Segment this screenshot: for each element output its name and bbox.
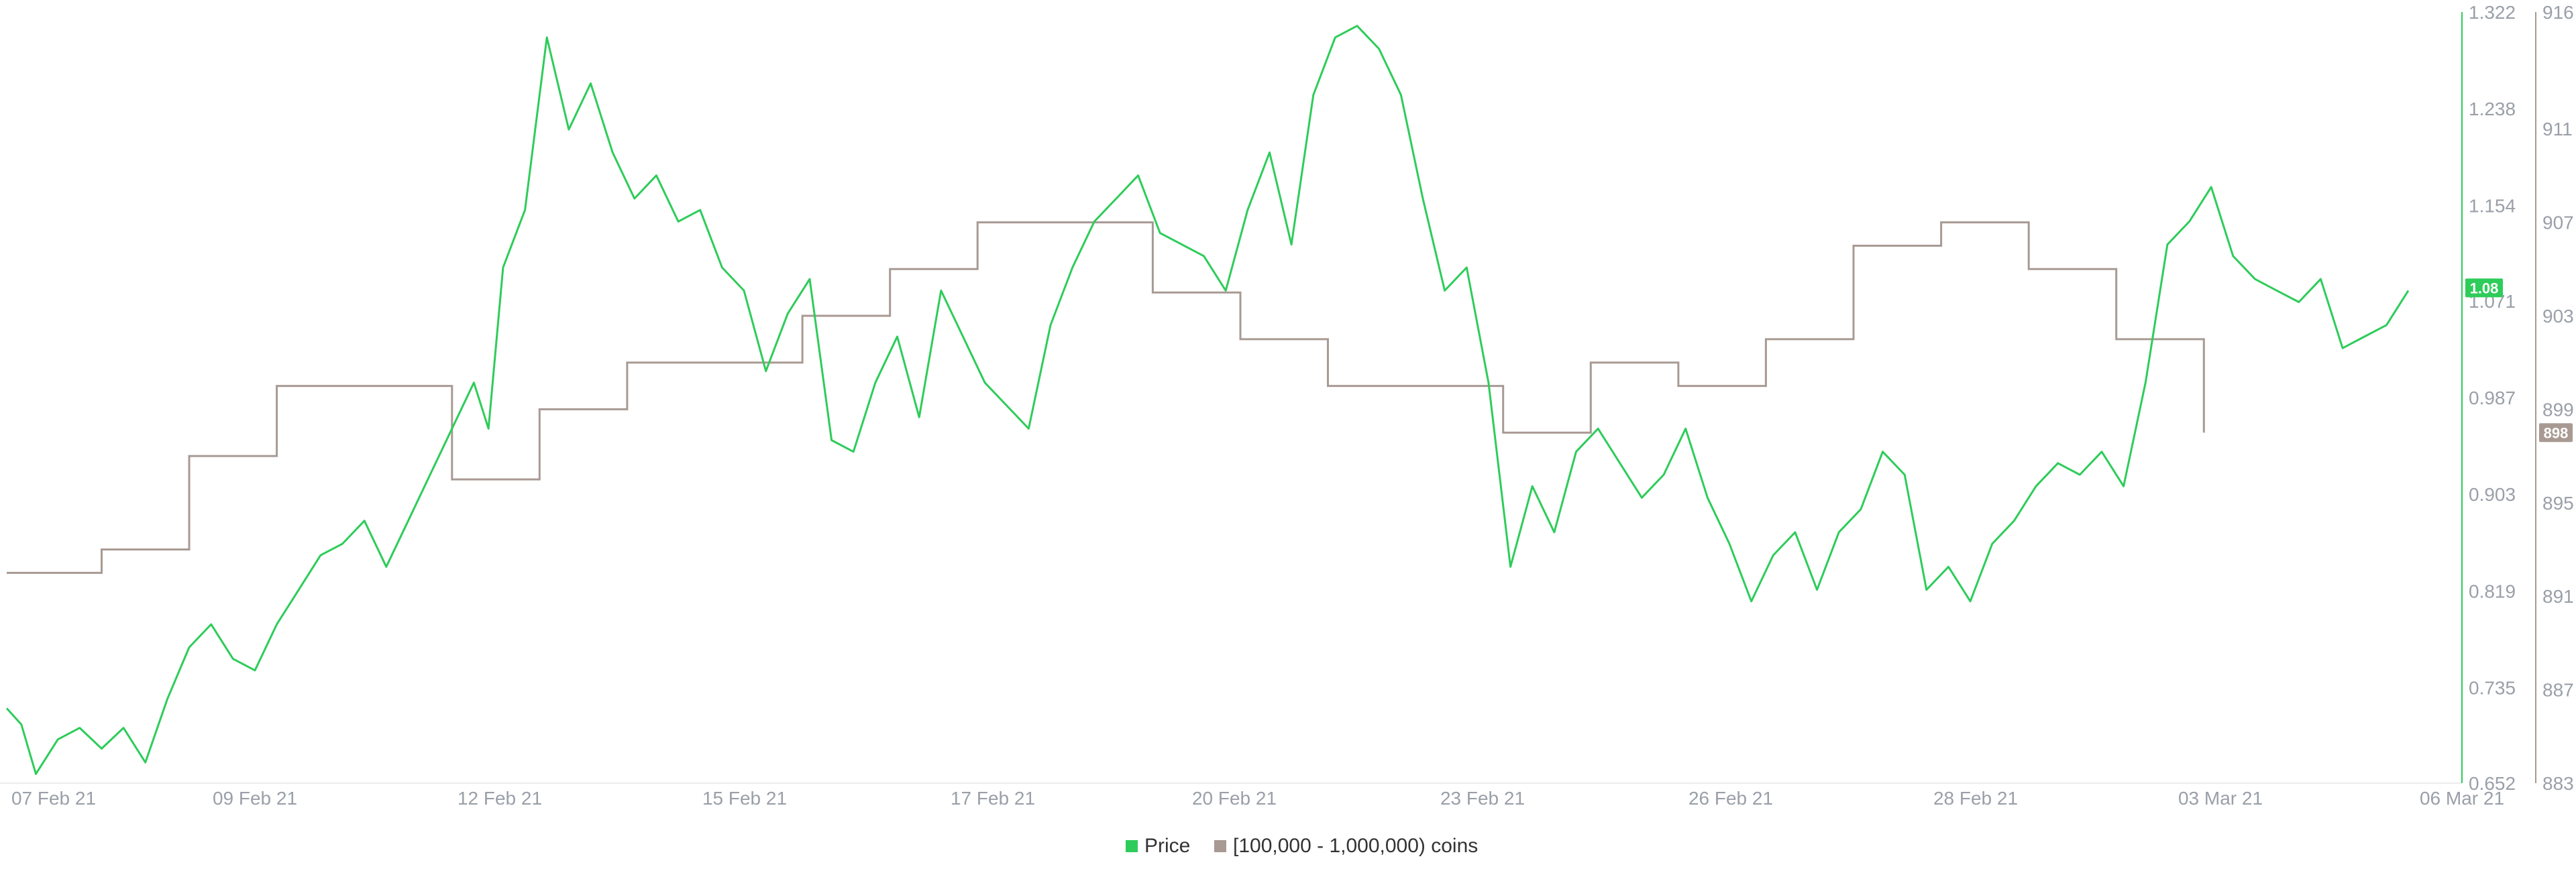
x-tick-label: 20 Feb 21 [1192, 788, 1277, 809]
holders-current-label: 898 [2544, 424, 2569, 441]
series-price-line [5, 25, 2410, 775]
legend-holders-label: [100,000 - 1,000,000) coins [1233, 835, 1478, 857]
y-right-tick-label: 883 [2542, 773, 2574, 794]
y-right-tick-label: 899 [2542, 399, 2574, 420]
legend-price-label: Price [1144, 835, 1190, 857]
y-left-tick-label: 1.154 [2469, 195, 2516, 216]
y-left-tick-label: 1.238 [2469, 99, 2516, 119]
y-axis-price: 1.3221.2381.1541.0710.9870.9030.8190.735… [2461, 2, 2516, 794]
y-right-tick-label: 895 [2542, 493, 2574, 514]
x-tick-label: 23 Feb 21 [1440, 788, 1525, 809]
current-value-tags: 1.08 898 [2465, 278, 2573, 443]
series-layer [5, 25, 2410, 775]
y-left-tick-label: 1.322 [2469, 2, 2516, 23]
y-left-tick-label: 0.735 [2469, 678, 2516, 699]
y-left-tick-label: 0.987 [2469, 388, 2516, 408]
y-axis-holders: 916 911 907 903 899 895 891 887 883 [2535, 2, 2574, 794]
y-right-tick-label: 907 [2542, 213, 2574, 233]
y-right-tick-label: 887 [2542, 680, 2574, 701]
price-current-label: 1.08 [2470, 280, 2499, 296]
price-current-tag [2465, 278, 2503, 298]
x-tick-label: 07 Feb 21 [11, 788, 96, 809]
y-right-tick-label: 911 [2542, 119, 2573, 139]
x-tick-label: 09 Feb 21 [213, 788, 297, 809]
legend-price-swatch [1126, 840, 1138, 852]
x-tick-label: 12 Feb 21 [458, 788, 542, 809]
x-tick-label: 03 Mar 21 [2178, 788, 2263, 809]
x-axis: 07 Feb 21 09 Feb 21 12 Feb 21 15 Feb 21 17 F… [0, 782, 2504, 809]
x-tick-label: 26 Feb 21 [1688, 788, 1773, 809]
x-tick-label: 17 Feb 21 [951, 788, 1035, 809]
x-tick-label: 06 Mar 21 [2420, 788, 2504, 809]
holders-current-tag [2539, 423, 2573, 443]
y-right-tick-label: 891 [2542, 586, 2574, 607]
legend: Price [100,000 - 1,000,000) coins [1126, 835, 1478, 857]
y-left-tick-label: 0.819 [2469, 581, 2516, 601]
y-right-tick-label: 903 [2542, 306, 2574, 327]
legend-holders-swatch [1214, 840, 1226, 852]
y-left-tick-label: 0.903 [2469, 484, 2516, 505]
y-left-tick-label: 0.652 [2469, 773, 2516, 794]
y-right-tick-label: 916 [2542, 2, 2574, 23]
x-tick-label: 15 Feb 21 [702, 788, 787, 809]
x-tick-label: 28 Feb 21 [1933, 788, 2018, 809]
series-holders-line [7, 221, 2205, 574]
